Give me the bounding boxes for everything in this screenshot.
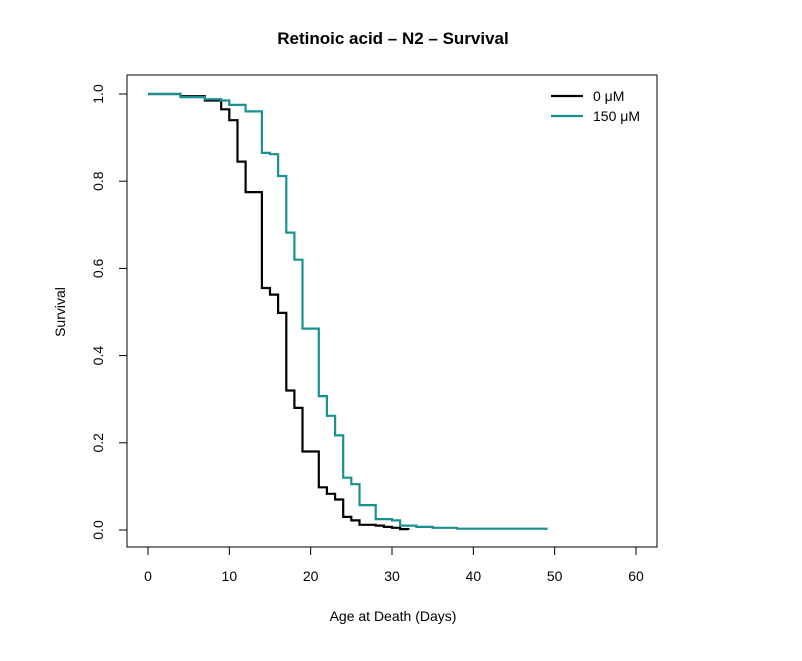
y-tick-label: 0.4 [90,346,106,366]
legend-label-0: 0 μM [593,88,624,104]
y-tick-label: 1.0 [90,84,106,104]
series-line-0 [148,92,410,531]
x-axis-label: Age at Death (Days) [330,608,457,624]
legend: 0 μM 150 μM [551,88,640,124]
series-line-1 [148,92,548,530]
y-tick-label: 0.8 [90,171,106,191]
x-tick-label: 60 [628,568,644,584]
y-axis: 0.0 0.2 0.4 0.6 0.8 1.0 [90,84,128,540]
x-tick-label: 0 [144,568,152,584]
legend-label-1: 150 μM [593,108,640,124]
x-axis: 0 10 20 30 40 50 60 [144,546,644,584]
series-layer [148,92,548,531]
x-tick-label: 20 [303,568,319,584]
chart-title: Retinoic acid – N2 – Survival [277,29,508,48]
x-tick-label: 40 [466,568,482,584]
x-tick-label: 10 [222,568,238,584]
x-tick-label: 50 [547,568,563,584]
plot-frame [126,74,658,548]
y-axis-label: Survival [52,287,68,337]
y-tick-label: 0.6 [90,258,106,278]
y-tick-label: 0.0 [90,520,106,540]
y-tick-label: 0.2 [90,433,106,453]
x-tick-label: 30 [384,568,400,584]
